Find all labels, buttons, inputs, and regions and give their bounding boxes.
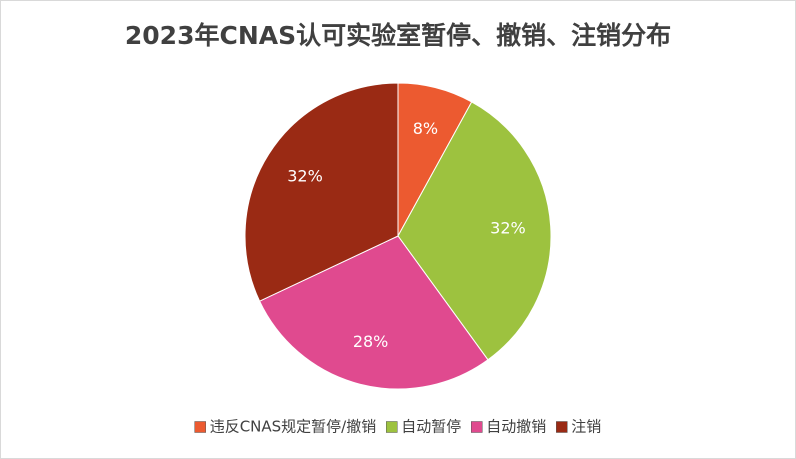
data-label: 32% [490, 219, 526, 238]
data-label: 8% [413, 119, 438, 138]
chart-title: 2023年CNAS认可实验室暂停、撤销、注销分布 [125, 21, 671, 50]
legend-label: 违反CNAS规定暂停/撤销 [210, 418, 377, 436]
legend-swatch [471, 421, 483, 433]
legend-label: 自动撤销 [486, 418, 546, 436]
pie-slice [397, 101, 552, 361]
legend-swatch [386, 421, 398, 433]
legend-label: 注销 [571, 418, 601, 436]
legend-swatch [194, 421, 206, 433]
pie-slice [258, 235, 489, 390]
data-label: 28% [353, 332, 389, 351]
pie-slice [244, 82, 399, 302]
data-label: 32% [287, 166, 323, 185]
legend-swatch [556, 421, 568, 433]
legend-label: 自动暂停 [401, 418, 461, 436]
